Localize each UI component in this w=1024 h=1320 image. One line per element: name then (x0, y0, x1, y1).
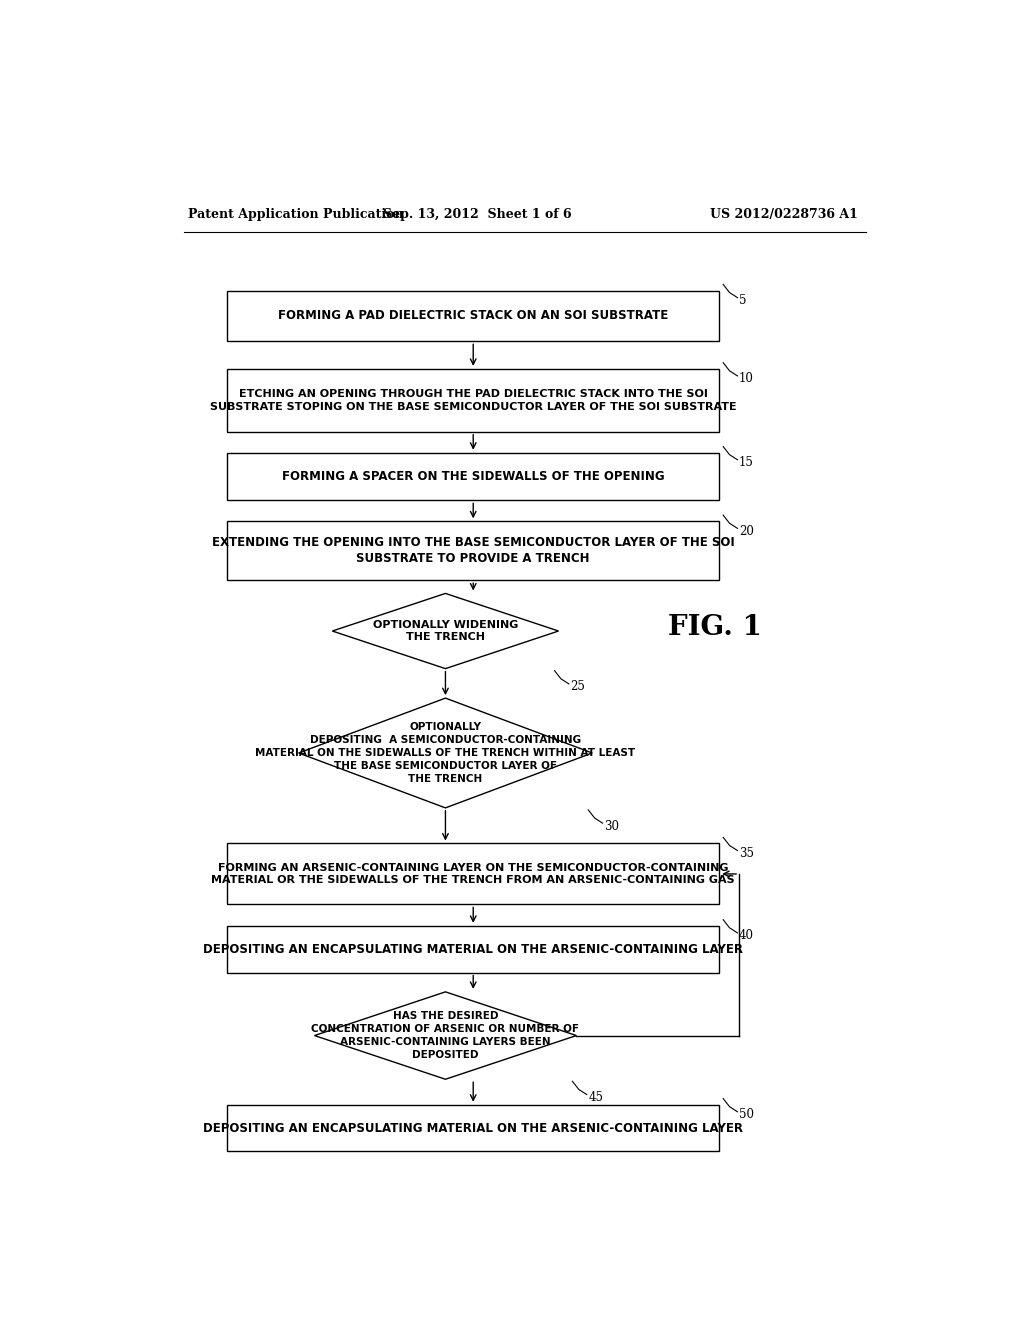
FancyBboxPatch shape (227, 521, 719, 581)
Polygon shape (299, 698, 592, 808)
FancyBboxPatch shape (227, 843, 719, 904)
Text: 30: 30 (604, 820, 620, 833)
Text: US 2012/0228736 A1: US 2012/0228736 A1 (711, 207, 858, 220)
Text: 10: 10 (739, 372, 754, 385)
Text: FIG. 1: FIG. 1 (669, 615, 762, 642)
FancyBboxPatch shape (227, 925, 719, 973)
FancyBboxPatch shape (227, 368, 719, 432)
Text: DEPOSITING AN ENCAPSULATING MATERIAL ON THE ARSENIC-CONTAINING LAYER: DEPOSITING AN ENCAPSULATING MATERIAL ON … (203, 1122, 743, 1135)
Text: ETCHING AN OPENING THROUGH THE PAD DIELECTRIC STACK INTO THE SOI
SUBSTRATE STOPI: ETCHING AN OPENING THROUGH THE PAD DIELE… (210, 389, 736, 412)
Text: 40: 40 (739, 929, 754, 942)
Text: 5: 5 (739, 294, 746, 308)
Text: FORMING AN ARSENIC-CONTAINING LAYER ON THE SEMICONDUCTOR-CONTAINING
MATERIAL OR : FORMING AN ARSENIC-CONTAINING LAYER ON T… (211, 862, 735, 886)
Polygon shape (333, 594, 558, 669)
Text: 50: 50 (739, 1109, 754, 1121)
Text: EXTENDING THE OPENING INTO THE BASE SEMICONDUCTOR LAYER OF THE SOI
SUBSTRATE TO : EXTENDING THE OPENING INTO THE BASE SEMI… (212, 536, 734, 565)
Text: Sep. 13, 2012  Sheet 1 of 6: Sep. 13, 2012 Sheet 1 of 6 (383, 207, 571, 220)
Text: 20: 20 (739, 525, 754, 539)
Text: HAS THE DESIRED
CONCENTRATION OF ARSENIC OR NUMBER OF
ARSENIC-CONTAINING LAYERS : HAS THE DESIRED CONCENTRATION OF ARSENIC… (311, 1011, 580, 1060)
Text: Patent Application Publication: Patent Application Publication (187, 207, 403, 220)
Polygon shape (314, 991, 577, 1080)
Text: FORMING A SPACER ON THE SIDEWALLS OF THE OPENING: FORMING A SPACER ON THE SIDEWALLS OF THE… (282, 470, 665, 483)
FancyBboxPatch shape (227, 290, 719, 342)
FancyBboxPatch shape (227, 1105, 719, 1151)
FancyBboxPatch shape (227, 453, 719, 500)
Text: DEPOSITING AN ENCAPSULATING MATERIAL ON THE ARSENIC-CONTAINING LAYER: DEPOSITING AN ENCAPSULATING MATERIAL ON … (203, 942, 743, 956)
Text: OPTIONALLY WIDENING
THE TRENCH: OPTIONALLY WIDENING THE TRENCH (373, 619, 518, 643)
Text: 35: 35 (739, 847, 754, 861)
Text: 15: 15 (739, 457, 754, 470)
Text: FORMING A PAD DIELECTRIC STACK ON AN SOI SUBSTRATE: FORMING A PAD DIELECTRIC STACK ON AN SOI… (279, 309, 669, 322)
Text: 45: 45 (588, 1092, 603, 1104)
Text: 25: 25 (570, 680, 586, 693)
Text: OPTIONALLY
DEPOSITING  A SEMICONDUCTOR-CONTAINING
MATERIAL ON THE SIDEWALLS OF T: OPTIONALLY DEPOSITING A SEMICONDUCTOR-CO… (255, 722, 636, 784)
